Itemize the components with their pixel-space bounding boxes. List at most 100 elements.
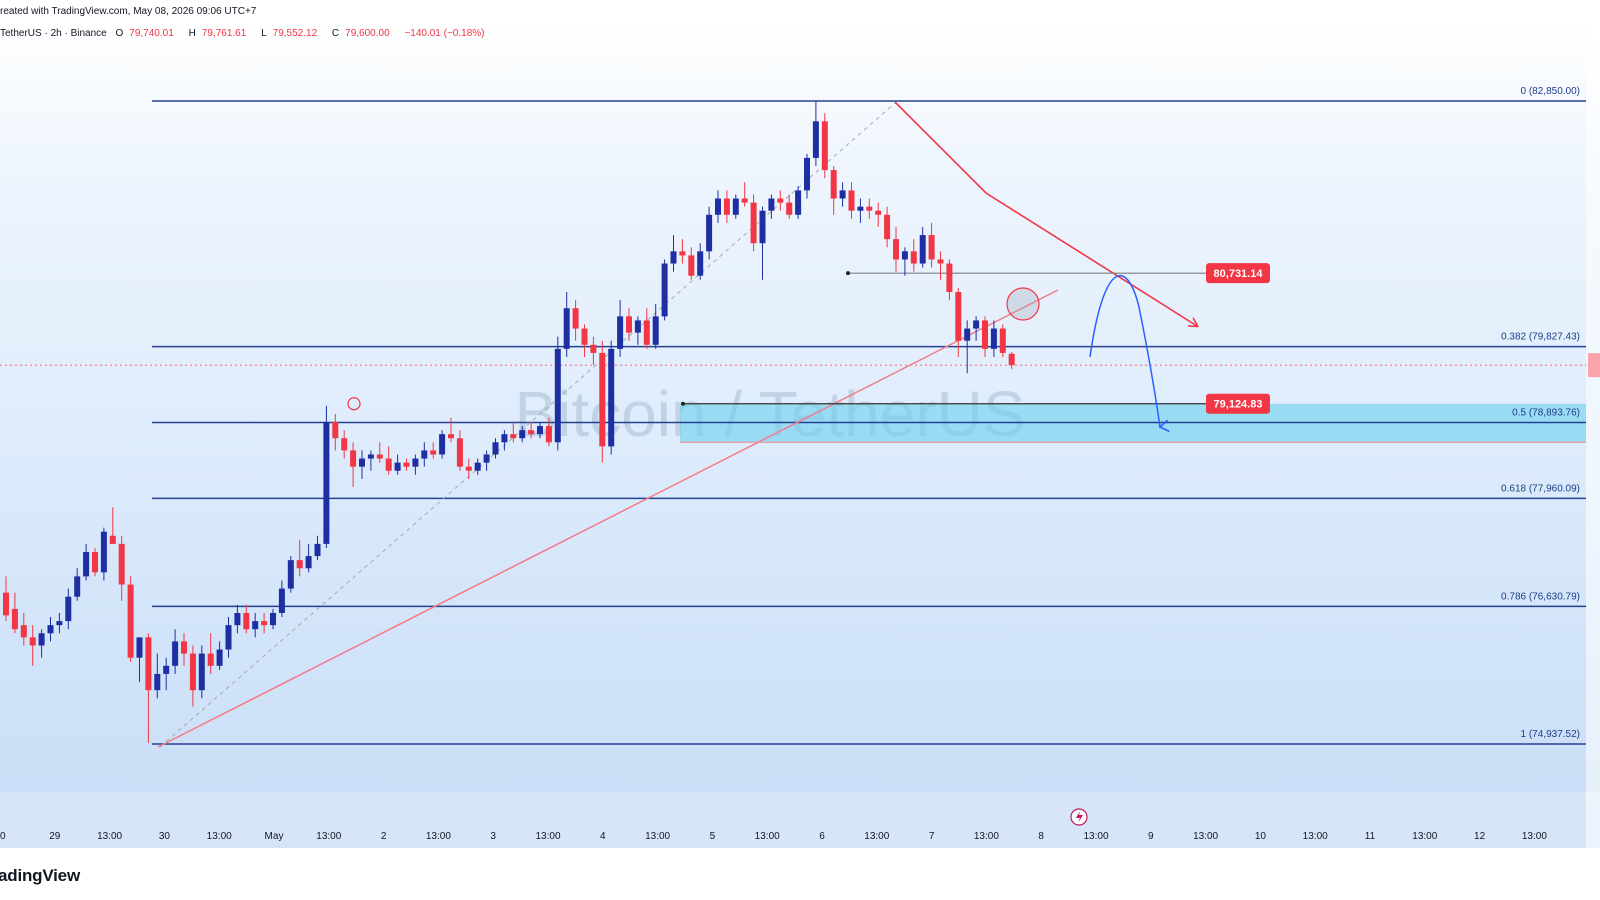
candle-body xyxy=(964,328,971,341)
bullish-candle xyxy=(990,320,997,357)
bullish-candle xyxy=(474,458,481,475)
price-tag-label: 79,124.83 xyxy=(1214,399,1263,411)
candle-body xyxy=(973,320,980,329)
candle-body xyxy=(74,576,81,597)
candle-body xyxy=(278,588,285,613)
bearish-candle xyxy=(875,202,882,227)
bullish-candle xyxy=(759,206,766,280)
candle-body xyxy=(501,434,508,443)
candle-body xyxy=(741,198,748,203)
bullish-candle xyxy=(323,405,330,548)
fib-trend-connector xyxy=(159,102,896,748)
chart-area[interactable]: Bitcoin / TetherUS 0 (82,850.00)0.382 (7… xyxy=(0,22,1600,848)
bearish-candle xyxy=(118,535,125,601)
candle-body xyxy=(100,531,107,573)
candle-body xyxy=(65,596,72,622)
high-label: H xyxy=(188,28,196,39)
candle-body xyxy=(323,421,330,544)
bullish-candle xyxy=(857,198,864,223)
bearish-candle xyxy=(643,308,650,349)
price-chart[interactable]: Bitcoin / TetherUS 0 (82,850.00)0.382 (7… xyxy=(0,22,1600,848)
bearish-candle xyxy=(866,198,873,219)
x-axis-tick-label: 4 xyxy=(600,831,606,842)
support-level-anchor xyxy=(681,401,685,406)
candle-body xyxy=(145,637,152,691)
bullish-candle xyxy=(136,637,143,683)
bearish-candle xyxy=(741,182,748,207)
candle-body xyxy=(804,157,810,191)
candle-body xyxy=(786,202,793,215)
bullish-candle xyxy=(270,608,276,630)
x-axis-tick-label: 13:00 xyxy=(974,831,999,842)
bearish-candle xyxy=(999,324,1006,357)
x-axis-tick-label: 3 xyxy=(490,831,496,842)
candle-body xyxy=(465,466,472,471)
x-axis-tick-label: 2 xyxy=(381,831,387,842)
candle-body xyxy=(599,352,606,447)
x-axis-tick-label: 13:00 xyxy=(1083,831,1108,842)
bearish-candle xyxy=(688,247,695,280)
bullish-candle xyxy=(563,291,570,357)
candle-body xyxy=(92,552,98,573)
bullish-candle xyxy=(38,629,45,658)
x-axis-tick-label: 00 xyxy=(0,831,6,842)
bearish-candle xyxy=(528,421,535,439)
alert-icon xyxy=(1070,808,1088,826)
candle-body xyxy=(385,458,392,471)
candle-body xyxy=(643,320,650,345)
bearish-candle xyxy=(456,430,463,471)
candle-body xyxy=(839,190,846,199)
bearish-candle xyxy=(20,612,27,646)
tradingview-logo[interactable]: adingView xyxy=(0,866,80,885)
bullish-candle xyxy=(216,641,223,670)
bearish-candle xyxy=(350,442,357,488)
close-label: C xyxy=(331,28,340,39)
bearish-candle xyxy=(385,446,392,475)
bullish-candle xyxy=(314,535,321,561)
candle-body xyxy=(376,454,383,459)
x-axis-tick-label: 5 xyxy=(710,831,716,842)
candle-body xyxy=(626,316,632,333)
candle-body xyxy=(821,121,828,171)
symbol-label[interactable]: TetherUS · 2h · Binance xyxy=(0,28,107,39)
candle-body xyxy=(661,263,668,317)
x-axis-tick-label: 13:00 xyxy=(1522,831,1547,842)
candle-body xyxy=(768,198,775,211)
bullish-candle xyxy=(964,320,971,374)
resistance-level-anchor xyxy=(846,271,850,276)
candle-body xyxy=(394,462,401,471)
bullish-candle xyxy=(163,657,170,691)
bearish-candle xyxy=(928,222,935,268)
candle-body xyxy=(118,543,125,585)
candle-body xyxy=(901,251,908,260)
candle-body xyxy=(866,206,873,211)
candle-body xyxy=(136,637,143,658)
bullish-candle xyxy=(768,194,775,219)
x-axis-tick-label: 8 xyxy=(1038,831,1044,842)
bullish-candle xyxy=(439,430,446,459)
x-axis-tick-label: 13:00 xyxy=(1412,831,1437,842)
candle-body xyxy=(314,543,321,557)
candle-body xyxy=(519,430,526,439)
low-value: 79,552.12 xyxy=(272,28,318,39)
candle-body xyxy=(919,235,926,264)
candle-body xyxy=(456,438,463,467)
candle-body xyxy=(20,625,27,638)
price-axis-strip xyxy=(1586,22,1600,848)
bearish-candle xyxy=(955,287,962,357)
candle-body xyxy=(225,625,232,650)
candle-body xyxy=(198,653,205,691)
x-axis-tick-label: 13:00 xyxy=(207,831,232,842)
candle-body xyxy=(732,198,739,215)
candle-body xyxy=(688,255,695,276)
bearish-candle xyxy=(946,259,953,301)
candle-body xyxy=(412,458,419,467)
bearish-candle xyxy=(127,576,134,662)
fib-level-label: 0.382 (79,827.43) xyxy=(1501,332,1580,343)
swing-high-circle xyxy=(347,397,361,411)
bearish-candle xyxy=(448,417,454,443)
candle-body xyxy=(928,235,935,260)
candle-body xyxy=(56,621,63,626)
bullish-candle xyxy=(634,316,641,345)
x-axis-tick-label: 13:00 xyxy=(426,831,451,842)
